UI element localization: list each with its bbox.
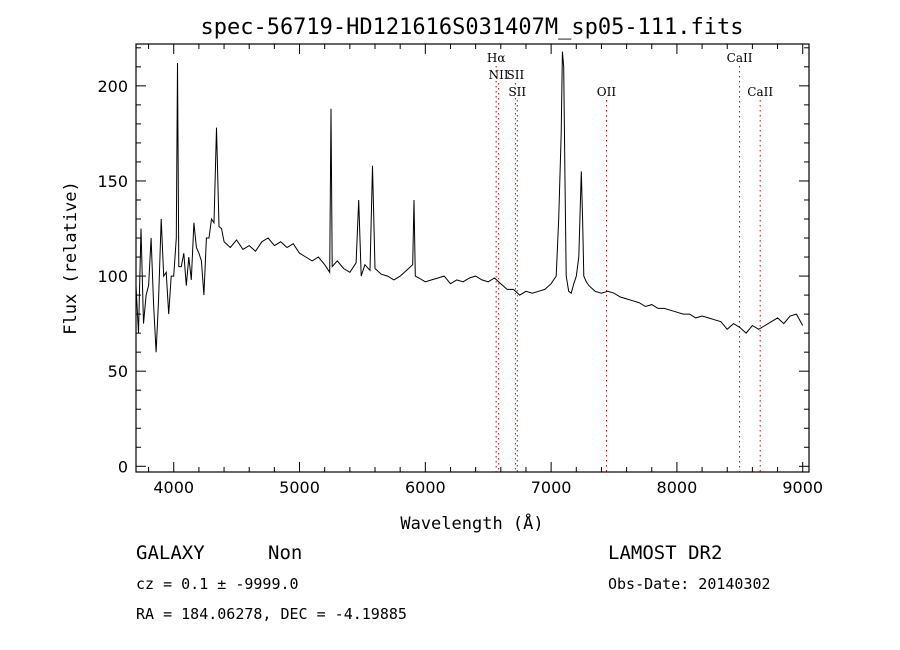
emission-line-label: CaII: [747, 85, 773, 99]
coordinates-text: RA = 184.06278, DEC = -4.19885: [136, 605, 407, 623]
emission-line-label: SII: [508, 85, 526, 99]
emission-line-label: Hα: [487, 51, 506, 65]
x-tick-label: 4000: [153, 478, 194, 497]
object-subclass: Non: [268, 542, 302, 564]
x-tick-label: 5000: [279, 478, 320, 497]
x-tick-label: 9000: [782, 478, 823, 497]
emission-line-label: NII: [489, 68, 509, 82]
emission-line-label: OII: [597, 85, 617, 99]
plot-frame: [135, 43, 810, 473]
x-tick-label: 6000: [405, 478, 446, 497]
redshift-text: cz = 0.1 ± -9999.0: [136, 575, 299, 593]
y-tick-label: 150: [97, 172, 128, 191]
emission-line-label: SII: [507, 68, 525, 82]
survey-label: LAMOST DR2: [608, 542, 722, 564]
y-tick-label: 100: [97, 267, 128, 286]
x-tick-label: 7000: [531, 478, 572, 497]
y-tick-label: 50: [108, 362, 128, 381]
y-axis-label: Flux (relative): [61, 181, 81, 335]
y-tick-label: 0: [118, 457, 128, 476]
y-tick-label: 200: [97, 77, 128, 96]
object-class: GALAXY: [136, 542, 205, 564]
obs-date-text: Obs-Date: 20140302: [608, 575, 771, 593]
axis-ticks: 4000 5000 6000 7000 8000 9000 0 50 100 150 200: [97, 44, 823, 497]
spectrum-line: [135, 51, 804, 353]
chart-title: spec-56719-HD121616S031407M_sp05-111.fit…: [200, 15, 743, 40]
x-axis-label: Wavelength (Å): [400, 512, 543, 534]
emission-line-label: CaII: [727, 51, 753, 65]
x-tick-label: 8000: [657, 478, 698, 497]
